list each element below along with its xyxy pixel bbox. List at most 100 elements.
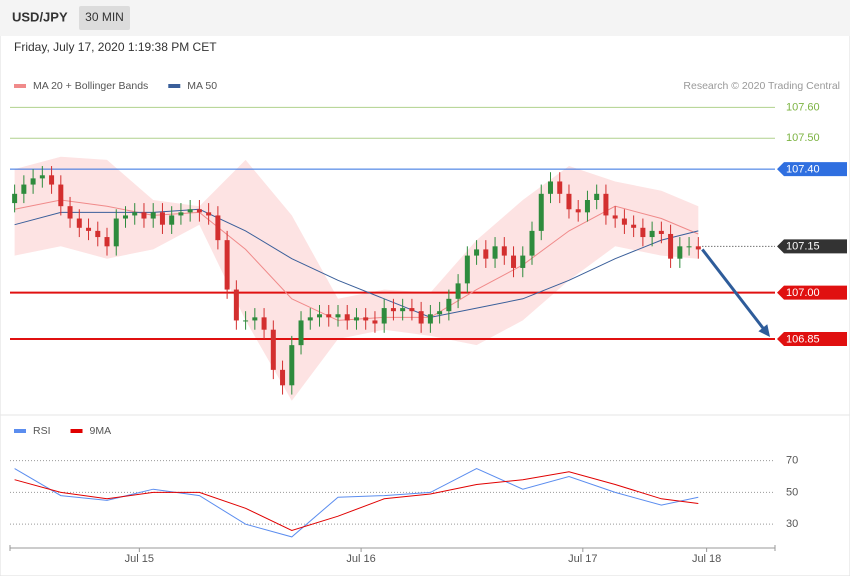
candle-body: [270, 329, 276, 370]
level-tag: [777, 162, 847, 177]
candle-body: [603, 193, 609, 216]
level-label: 107.15: [786, 241, 820, 253]
level-tag: [777, 239, 847, 254]
timestamp: Friday, July 17, 2020 1:19:38 PM CET: [14, 40, 217, 54]
credit: Research © 2020 Trading Central: [683, 80, 840, 92]
x-tick-label: Jul 16: [346, 553, 375, 565]
candle-body: [307, 317, 313, 321]
candle-body: [529, 230, 535, 256]
candle-body: [12, 193, 18, 204]
header-bar: [0, 0, 850, 36]
candle-body: [224, 240, 230, 290]
candle-body: [76, 218, 82, 228]
level-tag: [777, 331, 847, 346]
candle-body: [390, 308, 396, 312]
legend-swatch: [14, 429, 26, 433]
candle-body: [372, 320, 378, 324]
candle-body: [492, 246, 498, 259]
x-tick-label: Jul 18: [692, 553, 721, 565]
level-label: 106.85: [786, 333, 820, 345]
candle-body: [483, 249, 489, 259]
candle-body: [95, 230, 101, 238]
candle-body: [474, 249, 480, 256]
forecast-arrowhead: [758, 324, 770, 337]
level-tag: [777, 285, 847, 300]
legend-label: MA 50: [187, 80, 217, 92]
legend-swatch: [14, 84, 26, 88]
symbol: USD/JPY: [12, 9, 68, 24]
candle-body: [178, 212, 184, 216]
candle-body: [206, 212, 212, 216]
candle-body: [511, 255, 517, 268]
candle-body: [695, 246, 701, 250]
candle-body: [427, 314, 433, 324]
candle-body: [584, 200, 590, 213]
candle-body: [280, 369, 286, 386]
bollinger-band: [14, 156, 699, 401]
candle-body: [159, 212, 165, 225]
candle-body: [612, 215, 618, 219]
candle-body: [686, 246, 692, 248]
candle-body: [39, 175, 45, 179]
candle-body: [557, 181, 563, 194]
candle-body: [122, 215, 128, 219]
candle-body: [298, 320, 304, 346]
interval[interactable]: 30 MIN: [85, 10, 124, 24]
candle-body: [169, 215, 175, 225]
candle-body: [104, 237, 110, 247]
legend-label: MA 20 + Bollinger Bands: [33, 80, 148, 92]
candle-body: [668, 233, 674, 259]
candle-body: [141, 212, 147, 219]
candle-body: [252, 317, 258, 321]
candle-body: [363, 317, 369, 321]
candle-body: [575, 209, 581, 213]
level-label: 107.40: [786, 164, 820, 176]
candle-body: [437, 311, 443, 315]
candle-body: [538, 193, 544, 231]
candle-body: [67, 206, 73, 219]
y-tick-label: 70: [786, 455, 798, 467]
candle-body: [243, 320, 249, 322]
candle-body: [621, 218, 627, 225]
candle-body: [594, 193, 600, 200]
candle-body: [649, 230, 655, 238]
candle-body: [58, 184, 64, 207]
candle-body: [317, 314, 323, 318]
interval-button[interactable]: [79, 6, 130, 30]
x-tick-label: Jul 17: [568, 553, 597, 565]
candle-body: [233, 289, 239, 321]
moving-average: [14, 199, 699, 321]
candle-body: [547, 181, 553, 194]
moving-average: [14, 208, 699, 318]
legend-swatch: [70, 429, 83, 433]
candle-body: [326, 314, 332, 318]
candle-body: [187, 209, 193, 213]
candle-body: [677, 246, 683, 259]
candle-body: [658, 230, 664, 234]
candle-body: [86, 227, 92, 231]
x-tick-label: Jul 15: [125, 553, 154, 565]
forecast-arrow: [701, 248, 768, 333]
candle-body: [418, 311, 424, 324]
candle-body: [113, 218, 119, 247]
candle-body: [520, 255, 526, 268]
candle-body: [30, 178, 36, 185]
indicator-line: [14, 468, 699, 538]
candle-body: [353, 317, 359, 321]
candle-body: [21, 184, 27, 194]
candle-body: [501, 246, 507, 256]
candle-body: [400, 308, 406, 312]
candle-body: [261, 317, 267, 330]
candle-body: [446, 298, 452, 312]
candle-body: [464, 255, 470, 284]
candle-body: [409, 308, 415, 312]
y-tick-label: 50: [786, 486, 798, 498]
indicator-line: [14, 471, 699, 532]
level-label: 107.00: [786, 287, 820, 299]
candle-body: [150, 212, 156, 219]
candle-body: [344, 314, 350, 321]
candle-body: [631, 224, 637, 228]
y-tick-label: 30: [786, 518, 798, 530]
candle-body: [455, 283, 461, 299]
